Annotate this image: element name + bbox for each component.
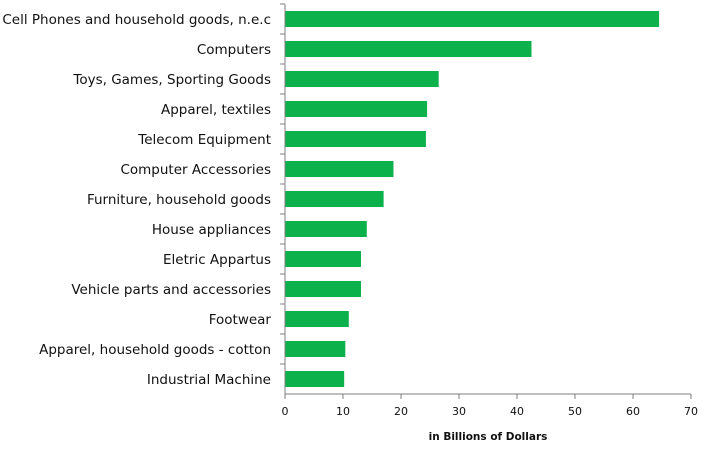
category-label: Footwear [209, 312, 272, 328]
bar [285, 251, 361, 267]
category-label: Computers [197, 42, 271, 58]
bar [285, 191, 384, 207]
bar [285, 11, 660, 27]
category-labels: Cell Phones and household goods, n.e.c Co… [2, 12, 271, 388]
category-label: Industrial Machine [147, 372, 271, 388]
category-label: Telecom Equipment [137, 132, 271, 148]
bar [285, 341, 346, 357]
x-tick-label: 40 [510, 405, 524, 418]
bar [285, 281, 361, 297]
bar [285, 131, 426, 147]
category-label: Computer Accessories [120, 162, 271, 178]
x-tick-label: 0 [282, 405, 289, 418]
category-label: Toys, Games, Sporting Goods [72, 72, 271, 88]
x-tick-label: 20 [394, 405, 408, 418]
x-tick-label: 10 [336, 405, 350, 418]
category-label: House appliances [152, 222, 271, 238]
x-tick-label: 50 [568, 405, 582, 418]
bar [285, 101, 428, 117]
bar [285, 221, 367, 237]
category-label: Furniture, household goods [87, 192, 271, 208]
category-label: Apparel, textiles [161, 102, 271, 118]
category-label: Vehicle parts and accessories [71, 282, 271, 298]
category-label: Cell Phones and household goods, n.e.c [2, 12, 271, 28]
bar [285, 161, 394, 177]
bar [285, 71, 439, 87]
category-label: Apparel, household goods - cotton [39, 342, 271, 358]
bar [285, 311, 349, 327]
x-tick-label: 70 [684, 405, 698, 418]
category-label: Eletric Appartus [163, 252, 271, 268]
x-axis-title: in Billions of Dollars [429, 431, 548, 443]
x-tick-label: 30 [452, 405, 466, 418]
axes-layer [280, 3, 692, 399]
bar [285, 371, 345, 387]
bars-layer [285, 11, 660, 387]
bar [285, 41, 532, 57]
x-tick-labels: 0 10 20 30 40 50 60 70 [282, 405, 699, 418]
x-tick-label: 60 [626, 405, 640, 418]
